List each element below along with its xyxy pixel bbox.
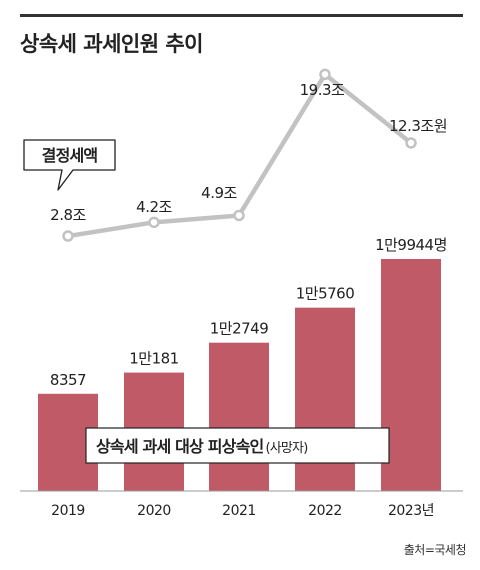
bar-4 — [381, 259, 441, 491]
x-tick-label-0: 2019 — [51, 503, 85, 519]
line-point-2 — [233, 209, 245, 222]
bar-label-box — [85, 427, 390, 464]
source-note: 출처=국세청 — [403, 543, 467, 557]
line-value-label-4: 12.3조원 — [389, 117, 447, 135]
line-label-text: 결정세액 — [42, 146, 98, 165]
bar-label-text: 상속세 과세 대상 피상속인 (사망자) — [96, 437, 307, 456]
bar-value-label-3: 1만5760 — [296, 285, 355, 303]
chart-title: 상속세 과세인원 추이 — [20, 32, 204, 56]
line-value-label-1: 4.2조 — [136, 198, 172, 216]
x-tick-label-2: 2021 — [222, 503, 256, 519]
line-value-label-0: 2.8조 — [50, 206, 86, 224]
bar-value-label-4: 1만9944명 — [375, 236, 447, 254]
line-point-1 — [148, 216, 160, 229]
bar-2 — [209, 342, 269, 491]
bar-value-label-1: 1만181 — [129, 350, 178, 368]
line-value-label-2: 4.9조 — [201, 184, 237, 202]
top-rule — [20, 14, 463, 17]
line-point-4 — [405, 137, 417, 149]
line-point-3 — [319, 68, 331, 81]
x-tick-label-3: 2022 — [308, 503, 342, 519]
line-value-label-3: 19.3조 — [300, 81, 345, 99]
line-label-callout — [23, 139, 116, 191]
bar-label-main: 상속세 과세 대상 피상속인 — [96, 437, 264, 456]
x-tick-label-4: 2023년 — [388, 503, 434, 519]
bar-label-sub: (사망자) — [265, 441, 307, 456]
line-point-0 — [62, 230, 74, 242]
x-tick-label-1: 2020 — [137, 503, 171, 519]
bar-value-label-0: 8357 — [50, 371, 86, 389]
bar-value-label-2: 1만2749 — [210, 320, 269, 338]
